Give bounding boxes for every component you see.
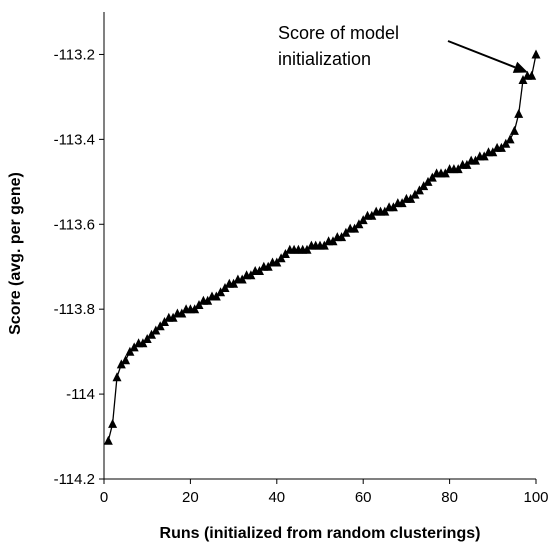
y-tick-label: -113.6 <box>54 216 95 233</box>
data-point <box>129 342 139 352</box>
data-point <box>509 125 519 135</box>
data-point <box>112 372 122 382</box>
data-point <box>367 210 377 220</box>
data-point <box>531 49 541 59</box>
x-tick-label: 100 <box>523 489 548 506</box>
data-point <box>302 244 312 254</box>
data-point <box>410 189 420 199</box>
x-ticks: 0 20 40 60 80 100 <box>100 479 549 506</box>
data-point <box>505 134 515 144</box>
y-tick-label: -113.8 <box>54 301 95 318</box>
x-tick-label: 80 <box>441 489 458 506</box>
y-tick-label: -114.2 <box>54 471 95 488</box>
data-point <box>237 274 247 284</box>
y-axis-title: Score (avg. per gene) <box>7 172 24 335</box>
y-tick-label: -113.2 <box>54 46 95 63</box>
annotation-line-2: initialization <box>278 49 371 69</box>
annotation-arrow <box>447 40 516 69</box>
data-point <box>108 418 118 428</box>
annotation-line-1: Score of model <box>278 23 399 43</box>
x-tick-label: 20 <box>182 489 199 506</box>
data-point <box>103 435 113 445</box>
y-ticks: -114.2 -114 -113.8 -113.6 -113.4 -113.2 <box>54 46 104 488</box>
data-point <box>518 75 528 84</box>
data-point <box>527 70 537 80</box>
data-point <box>280 249 290 258</box>
y-tick-label: -113.4 <box>54 131 95 148</box>
axes <box>103 12 536 480</box>
data-point <box>496 142 506 152</box>
annotation-arrowhead <box>512 61 528 73</box>
annotation: Score of model initialization <box>278 23 528 73</box>
x-tick-label: 60 <box>355 489 372 506</box>
data-point <box>514 108 524 118</box>
data-point <box>453 164 463 174</box>
data-point <box>121 355 131 365</box>
x-tick-label: 40 <box>268 489 285 506</box>
x-tick-label: 0 <box>100 489 108 506</box>
y-tick-label: -114 <box>66 386 95 403</box>
data-point <box>388 202 398 212</box>
series-group <box>103 49 541 445</box>
x-axis-title: Runs (initialized from random clustering… <box>160 525 481 542</box>
